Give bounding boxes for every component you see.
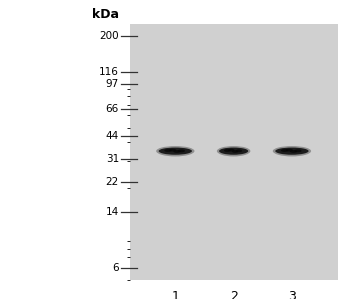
Ellipse shape — [273, 146, 311, 156]
Text: 66: 66 — [106, 104, 119, 114]
Ellipse shape — [236, 150, 242, 152]
Ellipse shape — [290, 150, 297, 153]
Text: 200: 200 — [99, 31, 119, 41]
Text: 2: 2 — [230, 289, 238, 299]
Ellipse shape — [286, 149, 293, 152]
Ellipse shape — [173, 150, 181, 153]
Text: 14: 14 — [106, 207, 119, 216]
Text: kDa: kDa — [92, 8, 119, 21]
Text: 1: 1 — [172, 289, 179, 299]
Text: 3: 3 — [288, 289, 296, 299]
Ellipse shape — [156, 146, 195, 156]
Ellipse shape — [217, 146, 250, 156]
Ellipse shape — [275, 148, 309, 155]
Text: 44: 44 — [106, 131, 119, 141]
Ellipse shape — [232, 150, 238, 153]
Ellipse shape — [224, 149, 230, 152]
Ellipse shape — [178, 150, 185, 152]
Ellipse shape — [159, 148, 192, 155]
Text: 6: 6 — [112, 263, 119, 272]
Ellipse shape — [228, 149, 235, 152]
Ellipse shape — [169, 149, 176, 152]
Ellipse shape — [219, 148, 248, 155]
Ellipse shape — [164, 149, 171, 152]
Text: 97: 97 — [106, 79, 119, 89]
Text: 22: 22 — [106, 177, 119, 187]
Text: 116: 116 — [99, 67, 119, 77]
Ellipse shape — [294, 150, 302, 152]
Text: 31: 31 — [106, 154, 119, 164]
Ellipse shape — [281, 149, 288, 152]
